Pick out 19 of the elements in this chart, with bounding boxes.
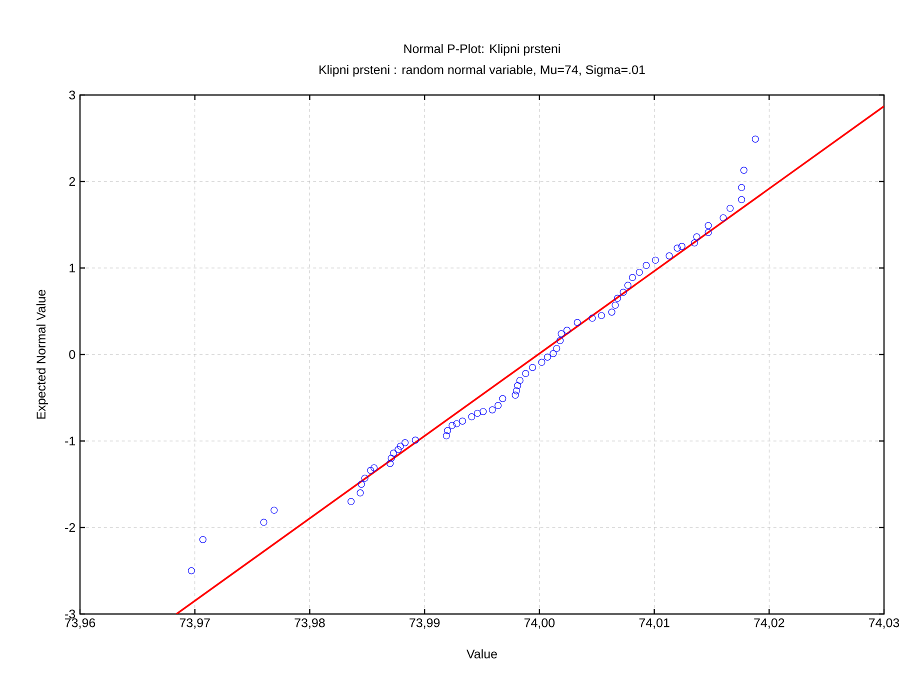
x-tick-label: 74,01	[639, 618, 670, 629]
chart-subtitle: Klipni prsteni : random normal variable, Mu=74, Sigma=.01	[320, 64, 645, 77]
y-tick-label: -3	[65, 610, 76, 618]
x-axis-title: Value	[466, 649, 497, 658]
y-tick-label: 1	[70, 264, 76, 272]
x-tick-label: 73,97	[180, 618, 210, 629]
y-axis-title: Expected Normal Value	[36, 290, 48, 419]
x-tick-label: 74,03	[869, 618, 900, 629]
y-tick-label: 0	[69, 350, 76, 359]
chart-title: Normal P-Plot: Klipni prsteni	[404, 44, 560, 56]
y-tick-label: -1	[65, 436, 76, 446]
x-tick-label: 73,99	[410, 618, 440, 629]
y-tick-label: 3	[69, 90, 76, 100]
y-tick-label: -2	[65, 523, 76, 532]
x-tick-label: 73,98	[294, 618, 325, 629]
y-tick-label: 2	[69, 177, 76, 186]
x-tick-label: 73,96	[65, 618, 96, 629]
x-tick-label: 74,02	[754, 618, 784, 629]
x-tick-label: 74,00	[524, 618, 555, 629]
